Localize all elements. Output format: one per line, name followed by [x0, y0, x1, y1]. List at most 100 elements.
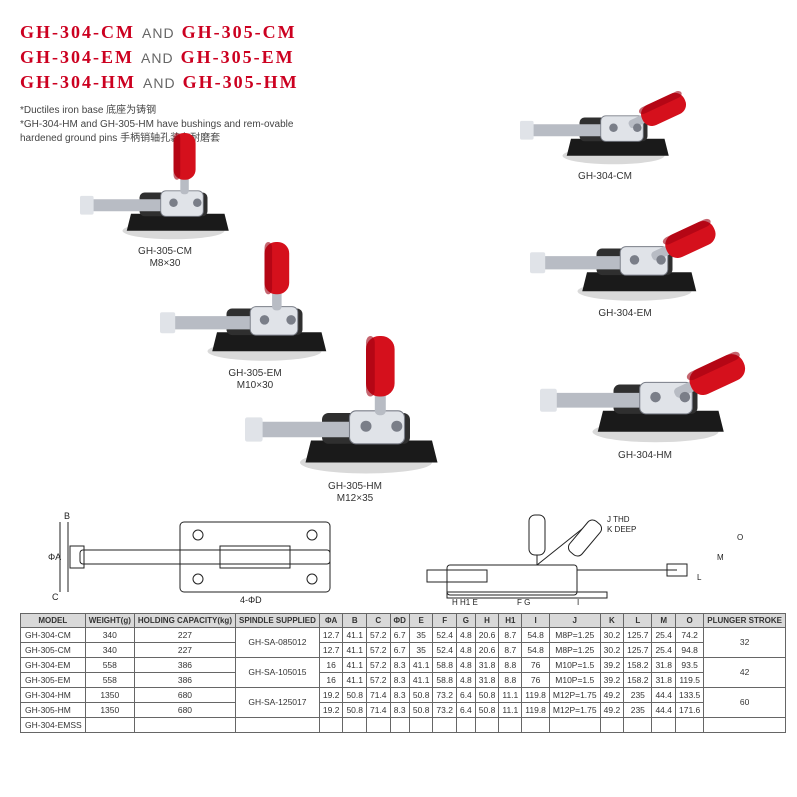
- cell-e: 35: [409, 642, 433, 657]
- cell-e: 35: [409, 627, 433, 642]
- cell-spindle: GH-SA-125017: [235, 687, 319, 717]
- cell-empty: [475, 717, 499, 732]
- col-header-17: M: [652, 613, 676, 627]
- svg-text:H H1 E: H H1 E: [452, 598, 478, 605]
- cell-g: 6.4: [456, 702, 475, 717]
- cell-h: 50.8: [475, 687, 499, 702]
- svg-text:I: I: [577, 598, 579, 605]
- cell-k: 30.2: [600, 627, 624, 642]
- cell-k: 39.2: [600, 657, 624, 672]
- cell-j: M8P=1.25: [549, 627, 600, 642]
- col-header-18: O: [676, 613, 704, 627]
- heading-model-left-1: GH-304-EM: [20, 47, 134, 67]
- cell-i: 54.8: [522, 627, 550, 642]
- cell-pd: 8.3: [390, 657, 409, 672]
- cell-j: M12P=1.75: [549, 687, 600, 702]
- cell-empty: [235, 717, 319, 732]
- cell-l: 125.7: [624, 642, 652, 657]
- cell-hc: 386: [134, 657, 235, 672]
- cell-model: GH-305-CM: [21, 642, 86, 657]
- table-row: GH-304-HM1350680GH-SA-12501719.250.871.4…: [21, 687, 786, 702]
- cell-pd: 6.7: [390, 627, 409, 642]
- cell-model: GH-304-CM: [21, 627, 86, 642]
- cell-ps: 60: [704, 687, 786, 717]
- cell-empty: [390, 717, 409, 732]
- cell-h1: 8.8: [499, 672, 522, 687]
- cell-e: 50.8: [409, 702, 433, 717]
- table-row: GH-304-CM340227GH-SA-08501212.741.157.26…: [21, 627, 786, 642]
- col-header-7: ΦD: [390, 613, 409, 627]
- cell-weight: 558: [85, 672, 134, 687]
- cell-i: 54.8: [522, 642, 550, 657]
- cell-b: 41.1: [343, 627, 367, 642]
- col-header-5: B: [343, 613, 367, 627]
- svg-text:J THD: J THD: [607, 515, 630, 524]
- product-photo-5: GH-304-HM: [540, 311, 750, 462]
- cell-m: 44.4: [652, 687, 676, 702]
- cell-pd: 8.3: [390, 687, 409, 702]
- cell-f: 52.4: [433, 627, 457, 642]
- cell-weight: 1350: [85, 687, 134, 702]
- cell-h: 50.8: [475, 702, 499, 717]
- cell-g: 4.8: [456, 642, 475, 657]
- product-photo-area: GH-305-CMM8×30 GH-304-CM: [20, 152, 777, 502]
- col-header-10: G: [456, 613, 475, 627]
- cell-model-footer: GH-304-EMSS: [21, 717, 86, 732]
- cell-ps: 42: [704, 657, 786, 687]
- cell-j: M10P=1.5: [549, 657, 600, 672]
- svg-text:O: O: [737, 533, 743, 542]
- cell-h: 31.8: [475, 657, 499, 672]
- cell-c: 57.2: [366, 657, 390, 672]
- heading-and-2: AND: [143, 75, 176, 91]
- cell-spindle: GH-SA-105015: [235, 657, 319, 687]
- cell-h1: 8.7: [499, 627, 522, 642]
- heading-row-0: GH-304-CM AND GH-305-CM: [20, 20, 777, 45]
- cell-empty: [319, 717, 343, 732]
- col-header-19: PLUNGER STROKE: [704, 613, 786, 627]
- cell-b: 41.1: [343, 672, 367, 687]
- heading-and-0: AND: [142, 25, 175, 41]
- cell-i: 76: [522, 672, 550, 687]
- cell-j: M12P=1.75: [549, 702, 600, 717]
- cell-empty: [456, 717, 475, 732]
- table-row: GH-305-CM34022712.741.157.26.73552.44.82…: [21, 642, 786, 657]
- cell-h: 20.6: [475, 642, 499, 657]
- cell-m: 25.4: [652, 642, 676, 657]
- cell-l: 158.2: [624, 657, 652, 672]
- cell-k: 30.2: [600, 642, 624, 657]
- cell-f: 58.8: [433, 672, 457, 687]
- cell-hc: 227: [134, 627, 235, 642]
- cell-l: 235: [624, 687, 652, 702]
- cell-o: 171.6: [676, 702, 704, 717]
- svg-text:M: M: [717, 553, 724, 562]
- col-header-2: HOLDING CAPACITY(kg): [134, 613, 235, 627]
- cell-i: 76: [522, 657, 550, 672]
- col-header-11: H: [475, 613, 499, 627]
- product-label-4: GH-305-HMM12×35: [328, 481, 382, 505]
- cell-e: 41.1: [409, 672, 433, 687]
- col-header-0: MODEL: [21, 613, 86, 627]
- cell-weight: 1350: [85, 702, 134, 717]
- cell-empty: [343, 717, 367, 732]
- svg-text:ΦA: ΦA: [48, 552, 61, 562]
- cell-empty: [549, 717, 600, 732]
- cell-b: 41.1: [343, 642, 367, 657]
- cell-c: 71.4: [366, 687, 390, 702]
- col-header-3: SPINDLE SUPPLIED: [235, 613, 319, 627]
- cell-c: 57.2: [366, 642, 390, 657]
- heading-model-left-2: GH-304-HM: [20, 72, 136, 92]
- col-header-1: WEIGHT(g): [85, 613, 134, 627]
- cell-pa: 12.7: [319, 642, 343, 657]
- cell-h: 20.6: [475, 627, 499, 642]
- cell-f: 58.8: [433, 657, 457, 672]
- cell-o: 74.2: [676, 627, 704, 642]
- cell-empty: [652, 717, 676, 732]
- cell-h1: 8.8: [499, 657, 522, 672]
- cell-spindle: GH-SA-085012: [235, 627, 319, 657]
- heading-model-right-2: GH-305-HM: [183, 72, 299, 92]
- cell-m: 31.8: [652, 657, 676, 672]
- spec-table: MODELWEIGHT(g)HOLDING CAPACITY(kg)SPINDL…: [20, 613, 786, 733]
- col-header-16: L: [624, 613, 652, 627]
- heading-model-right-0: GH-305-CM: [182, 22, 297, 42]
- cell-pa: 16: [319, 657, 343, 672]
